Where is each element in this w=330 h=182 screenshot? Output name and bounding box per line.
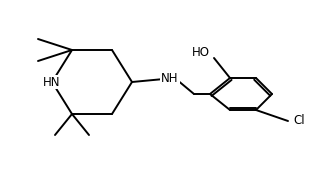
Text: Cl: Cl bbox=[293, 114, 305, 128]
Text: HO: HO bbox=[192, 46, 210, 58]
Text: NH: NH bbox=[161, 72, 179, 86]
Text: HN: HN bbox=[43, 76, 61, 88]
